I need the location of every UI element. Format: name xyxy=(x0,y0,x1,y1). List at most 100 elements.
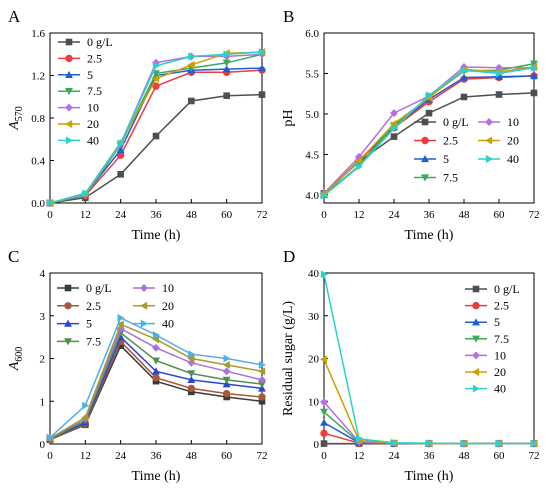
legend-entry: 2.5 xyxy=(58,51,102,65)
data-point xyxy=(259,91,266,98)
series-2 xyxy=(320,72,537,198)
legend-label: 2.5 xyxy=(87,51,102,65)
legend-marker xyxy=(66,39,73,46)
legend-label: 40 xyxy=(494,382,506,396)
series-1 xyxy=(47,91,266,206)
x-tick-label: 12 xyxy=(80,450,91,462)
legend-label: 20 xyxy=(494,365,506,379)
legend-label: 0 g/L xyxy=(86,281,112,295)
legend-marker xyxy=(64,302,71,309)
series-line xyxy=(50,95,262,203)
y-tick-label: 1.2 xyxy=(31,71,45,83)
legend-entry: 5 xyxy=(414,152,449,166)
y-axis-label: A600 xyxy=(7,347,25,372)
x-tick-label: 0 xyxy=(321,209,327,221)
legend-label: 5 xyxy=(86,317,92,331)
data-point xyxy=(391,133,398,140)
y-tick-label: 0.4 xyxy=(31,156,45,168)
legend-entry: 20 xyxy=(465,365,506,379)
legend-entry: 10 xyxy=(478,115,519,129)
y-tick-label: 5.5 xyxy=(305,68,319,80)
x-tick-label: 72 xyxy=(257,450,268,462)
legend-entry: 2.5 xyxy=(57,299,101,313)
y-tick-label: 4.5 xyxy=(305,149,319,161)
x-tick-label: 12 xyxy=(354,450,365,462)
x-tick-label: 36 xyxy=(151,450,163,462)
data-point xyxy=(496,91,503,98)
y-tick-label: 4 xyxy=(40,268,46,280)
legend-label: 20 xyxy=(87,117,99,131)
series-1 xyxy=(321,90,538,197)
x-tick-label: 48 xyxy=(186,450,198,462)
series-line xyxy=(324,67,534,193)
legend-label: 10 xyxy=(507,115,519,129)
y-tick-label: 4.0 xyxy=(305,190,319,202)
chart-panel-d: D0 12 24 36 48 60 72010203040Time (h)Residual … xyxy=(281,247,540,484)
y-tick-label: 1.6 xyxy=(31,28,45,40)
legend-marker xyxy=(485,118,493,126)
legend-entry: 10 xyxy=(58,101,99,115)
legend-entry: 0 g/L xyxy=(465,282,520,296)
x-tick-label: 72 xyxy=(529,450,540,462)
legend-label: 2.5 xyxy=(494,299,509,313)
y-axis-label: A570 xyxy=(7,106,25,131)
panel-letter: A xyxy=(8,7,21,26)
legend-label: 40 xyxy=(87,133,99,147)
legend-entry: 40 xyxy=(133,317,174,331)
legend-entry: 10 xyxy=(465,348,506,362)
x-tick-label: 12 xyxy=(80,209,91,221)
legend-marker xyxy=(472,368,479,376)
y-tick-label: 2 xyxy=(40,354,46,366)
legend-label: 7.5 xyxy=(87,84,102,98)
legend-marker xyxy=(421,137,428,144)
legend-entry: 40 xyxy=(58,133,99,147)
data-point xyxy=(223,390,230,397)
x-tick-label: 48 xyxy=(459,450,471,462)
legend-entry: 40 xyxy=(478,152,519,166)
data-point xyxy=(461,94,468,101)
legend-label: 0 g/L xyxy=(87,35,113,49)
legend-marker xyxy=(472,302,479,309)
y-axis-label: pH xyxy=(281,109,296,126)
legend-entry: 10 xyxy=(133,281,174,295)
legend-label: 10 xyxy=(87,101,99,115)
plot-frame xyxy=(50,33,262,203)
y-tick-label: 3 xyxy=(40,311,46,323)
x-tick-label: 60 xyxy=(494,209,506,221)
series-line xyxy=(324,68,534,196)
y-tick-label: 5.0 xyxy=(305,109,319,121)
x-tick-label: 0 xyxy=(321,450,327,462)
x-tick-label: 60 xyxy=(494,450,506,462)
data-point xyxy=(152,344,160,352)
series-line xyxy=(50,337,262,439)
data-point xyxy=(152,374,159,381)
legend-entry: 7.5 xyxy=(465,332,509,346)
series-5 xyxy=(320,398,538,447)
legend-entry: 5 xyxy=(57,317,92,331)
x-axis-label: Time (h) xyxy=(132,469,181,484)
legend-label: 7.5 xyxy=(443,171,458,185)
x-axis-label: Time (h) xyxy=(405,228,454,243)
legend-label: 0 g/L xyxy=(443,115,469,129)
legend-label: 5 xyxy=(443,152,449,166)
panel-letter: B xyxy=(283,7,294,26)
legend: 0 g/L 2.5 5 7.5 10 20 40 xyxy=(58,35,113,147)
chart-panel-b: B0 12 24 36 48 60 724.04.55.05.56.0Time (h)pH 0… xyxy=(281,7,540,243)
y-axis-label: Residual sugar (g/L) xyxy=(281,301,296,416)
x-tick-label: 48 xyxy=(459,209,471,221)
legend-marker xyxy=(141,320,148,328)
x-tick-label: 72 xyxy=(257,209,268,221)
series-line xyxy=(324,67,534,194)
y-tick-label: 20 xyxy=(308,354,320,366)
y-tick-label: 0 xyxy=(40,439,46,451)
legend-entry: 0 g/L xyxy=(57,281,112,295)
legend-entry: 2.5 xyxy=(414,134,458,148)
legend: 0 g/L 2.5 5 7.5 10 20 40 xyxy=(414,115,519,185)
x-tick-label: 60 xyxy=(221,209,233,221)
data-point xyxy=(153,133,160,140)
legend-marker xyxy=(472,351,480,359)
x-tick-label: 60 xyxy=(221,450,233,462)
x-tick-label: 24 xyxy=(389,209,401,221)
y-tick-label: 1 xyxy=(40,396,46,408)
